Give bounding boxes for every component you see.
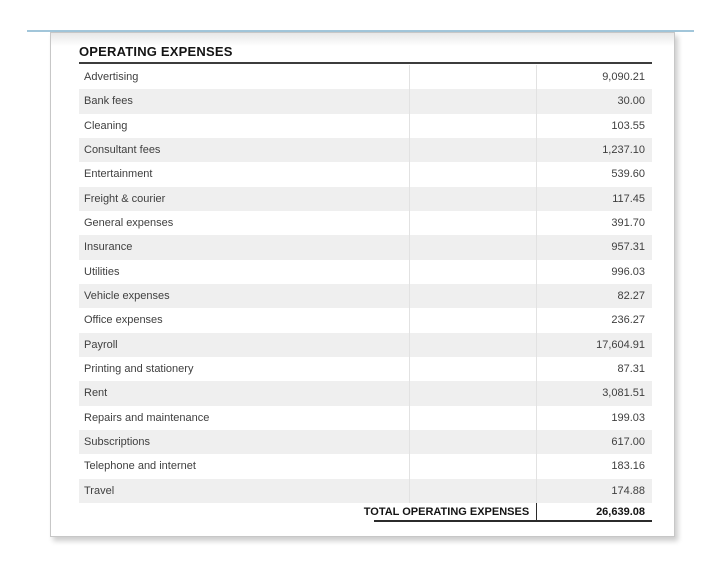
expense-row: Telephone and internet 183.16	[79, 454, 652, 479]
expense-spacer-cell	[410, 356, 538, 382]
expense-spacer-cell	[410, 259, 538, 284]
report-content: OPERATING EXPENSES Advertising 9,090.21 …	[79, 33, 652, 536]
expense-spacer-cell	[410, 89, 538, 114]
expense-label: Bank fees	[79, 89, 411, 114]
section-title: OPERATING EXPENSES	[79, 44, 233, 59]
expense-spacer-cell	[410, 405, 538, 430]
expense-spacer-cell	[410, 283, 538, 309]
expense-spacer-cell	[410, 454, 538, 479]
expense-label: Utilities	[79, 259, 411, 284]
expense-amount: 87.31	[617, 363, 646, 376]
expense-amount: 117.45	[612, 192, 646, 205]
expense-spacer-cell	[410, 65, 538, 90]
total-amount: 26,639.08	[596, 505, 645, 518]
expense-row: Office expenses 236.27	[79, 308, 652, 333]
expense-amount: 539.60	[611, 168, 646, 181]
expense-label: Telephone and internet	[79, 454, 411, 479]
page-top-gradient	[51, 33, 674, 46]
expense-spacer-cell	[410, 381, 538, 406]
section-title-rule	[79, 62, 652, 64]
expense-row: Bank fees 30.00	[79, 89, 652, 114]
expense-amount: 199.03	[611, 411, 646, 424]
expense-amount: 1,237.10	[602, 144, 646, 157]
expense-label: Cleaning	[79, 113, 411, 138]
expense-row: Advertising 9,090.21	[79, 65, 652, 90]
expense-row: Freight & courier 117.45	[79, 186, 652, 211]
expense-label: Rent	[79, 381, 411, 406]
expense-label: Consultant fees	[79, 137, 411, 163]
expense-row: General expenses 391.70	[79, 210, 652, 236]
expense-spacer-cell	[410, 308, 538, 333]
expense-amount: 17,604.91	[596, 338, 646, 351]
expense-amount: 30.00	[617, 95, 646, 108]
expense-label: Office expenses	[79, 308, 411, 333]
expense-spacer-cell	[410, 429, 538, 455]
expense-row: Rent 3,081.51	[79, 381, 652, 406]
expense-row: Travel 174.88	[79, 478, 652, 503]
expense-amount: 3,081.51	[602, 387, 646, 400]
expense-spacer-cell	[410, 210, 538, 236]
expense-row: Subscriptions 617.00	[79, 429, 652, 455]
expense-spacer-cell	[410, 162, 538, 187]
expense-spacer-cell	[410, 235, 538, 260]
expense-amount: 617.00	[611, 436, 646, 449]
expense-spacer-cell	[410, 137, 538, 163]
expense-row: Repairs and maintenance 199.03	[79, 405, 652, 430]
expense-spacer-cell	[410, 113, 538, 138]
expense-label: Advertising	[79, 65, 411, 90]
expenses-table: Advertising 9,090.21 Bank fees 30.00 Cle…	[79, 65, 652, 503]
total-row: TOTAL OPERATING EXPENSES 26,639.08	[79, 503, 652, 522]
expense-row: Insurance 957.31	[79, 235, 652, 260]
expense-label: Insurance	[79, 235, 411, 260]
expense-amount: 391.70	[611, 217, 646, 230]
expense-label: Travel	[79, 478, 411, 503]
total-label: TOTAL OPERATING EXPENSES	[79, 503, 538, 520]
expense-row: Entertainment 539.60	[79, 162, 652, 187]
accent-line	[27, 30, 694, 32]
expense-label: Printing and stationery	[79, 356, 411, 382]
report-page: OPERATING EXPENSES Advertising 9,090.21 …	[50, 32, 675, 537]
expense-label: Entertainment	[79, 162, 411, 187]
expense-spacer-cell	[410, 478, 538, 503]
expense-row: Printing and stationery 87.31	[79, 356, 652, 382]
expense-row: Vehicle expenses 82.27	[79, 283, 652, 309]
expense-label: Vehicle expenses	[79, 283, 411, 309]
expense-amount: 236.27	[611, 314, 646, 327]
expense-label: Subscriptions	[79, 429, 411, 455]
expense-label: Repairs and maintenance	[79, 405, 411, 430]
expense-spacer-cell	[410, 332, 538, 357]
expense-label: Payroll	[79, 332, 411, 357]
expense-amount: 174.88	[611, 484, 646, 497]
expense-row: Consultant fees 1,237.10	[79, 137, 652, 163]
expense-amount: 9,090.21	[602, 71, 646, 84]
expense-label: General expenses	[79, 210, 411, 236]
expense-row: Utilities 996.03	[79, 259, 652, 284]
expense-row: Payroll 17,604.91	[79, 332, 652, 357]
expense-row: Cleaning 103.55	[79, 113, 652, 138]
expense-label: Freight & courier	[79, 186, 411, 211]
expense-amount: 957.31	[611, 241, 646, 254]
expense-amount: 82.27	[617, 290, 646, 303]
expense-amount: 103.55	[611, 119, 646, 132]
expense-amount: 996.03	[611, 265, 646, 278]
expense-spacer-cell	[410, 186, 538, 211]
expense-amount: 183.16	[611, 460, 646, 473]
total-underline	[374, 520, 652, 522]
